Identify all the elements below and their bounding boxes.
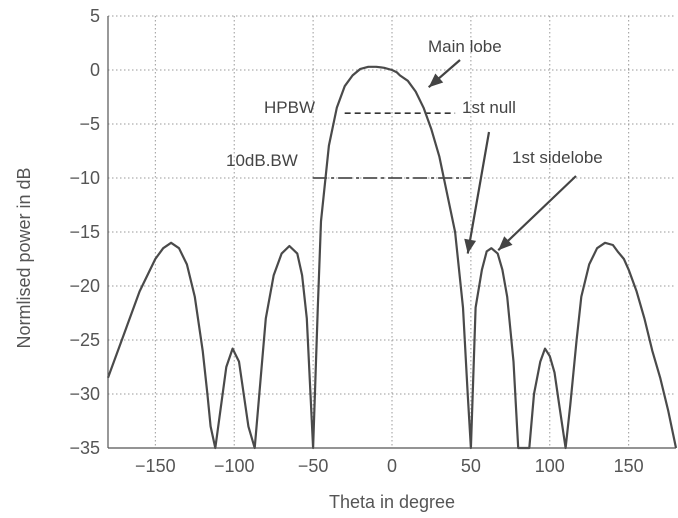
x-tick-label: −150 [135, 456, 176, 476]
axes [107, 16, 676, 449]
annotation-first-null: 1st null [462, 98, 516, 117]
arrow-first-null-head [464, 238, 477, 254]
arrow-main-lobe-head [428, 73, 444, 88]
annotation-ten-db-bw: 10dB.BW [226, 151, 298, 170]
annotation-first-sidelobe: 1st sidelobe [512, 148, 603, 167]
y-tick-label: −20 [69, 276, 100, 296]
y-tick-label: −25 [69, 330, 100, 350]
y-tick-label: 0 [90, 60, 100, 80]
y-tick-label: −10 [69, 168, 100, 188]
x-tick-label: −50 [298, 456, 329, 476]
arrow-first-sidelobe-head [498, 236, 513, 251]
y-tick-label: −5 [79, 114, 100, 134]
pattern-curve [106, 65, 678, 450]
x-tick-label: 150 [614, 456, 644, 476]
arrow-first-null [466, 131, 491, 254]
y-axis-title: Normlised power in dB [14, 167, 34, 348]
annotations: Main lobe HPBW 1st null 10dB.BW 1st sidelobe [226, 37, 603, 254]
x-tick-label: 0 [387, 456, 397, 476]
x-tick-label: 50 [461, 456, 481, 476]
y-tick-label: 5 [90, 6, 100, 26]
annotation-main-lobe: Main lobe [428, 37, 502, 56]
y-tick-labels: 5 0 −5 −10 −15 −20 −25 −30 −35 [69, 6, 100, 458]
y-tick-label: −35 [69, 438, 100, 458]
arrow-first-sidelobe [497, 175, 577, 251]
x-axis-title: Theta in degree [329, 492, 455, 512]
x-tick-label: 100 [535, 456, 565, 476]
annotation-hpbw: HPBW [264, 98, 315, 117]
x-tick-labels: −150 −100 −50 0 50 100 150 [135, 456, 644, 476]
y-tick-label: −15 [69, 222, 100, 242]
series-group [106, 65, 678, 450]
y-tick-label: −30 [69, 384, 100, 404]
x-tick-label: −100 [214, 456, 255, 476]
